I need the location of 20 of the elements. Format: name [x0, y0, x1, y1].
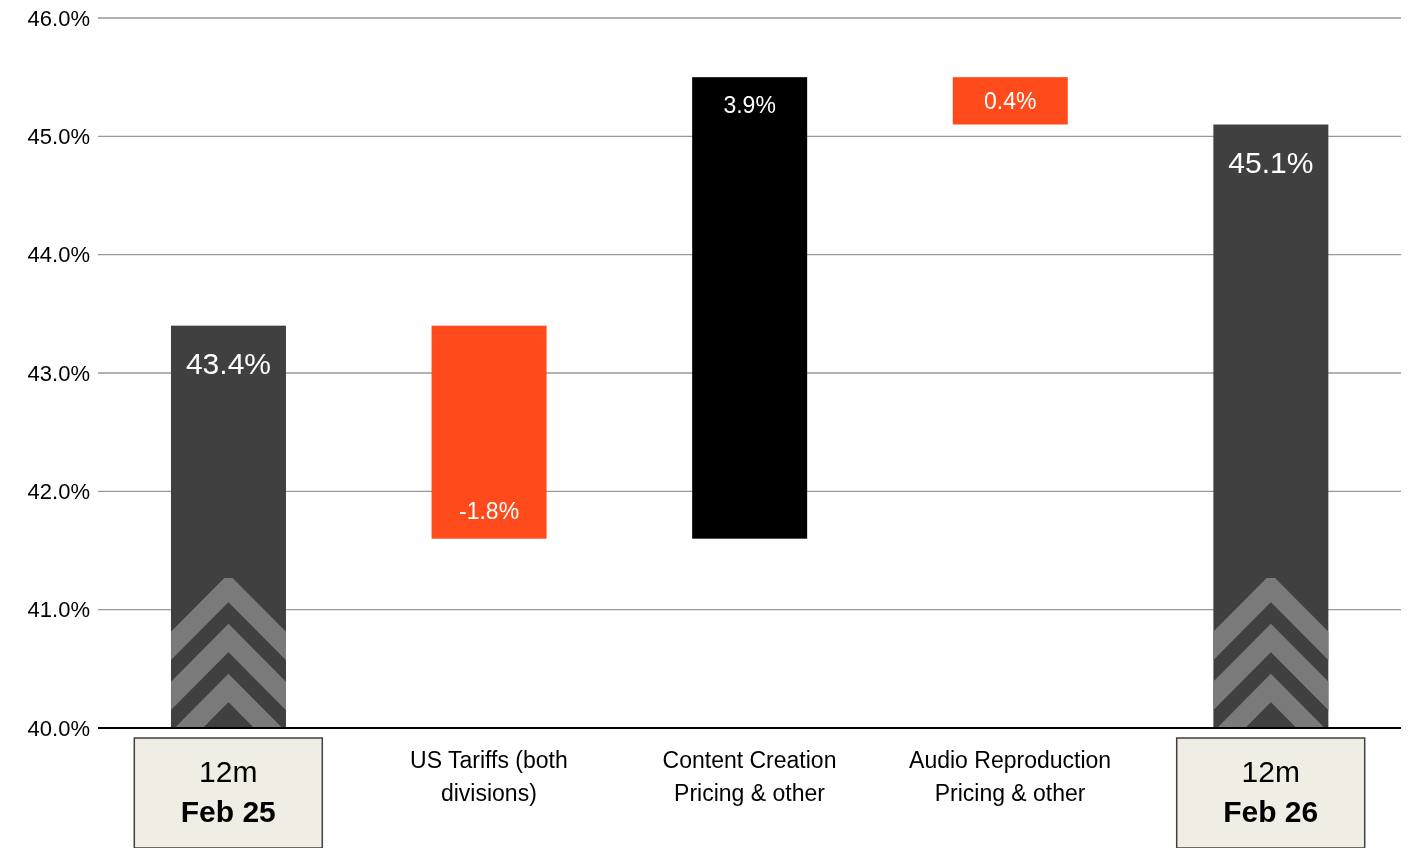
data-label: 0.4%	[984, 87, 1037, 114]
data-label: -1.8%	[459, 497, 520, 524]
y-tick-label: 44.0%	[27, 242, 90, 268]
x-tick-label: Content Creation Pricing & other	[662, 747, 837, 806]
x-tick-label: US Tariffs (both divisions)	[410, 747, 568, 806]
data-label: 43.4%	[185, 346, 272, 380]
y-tick-label: 40.0%	[27, 715, 90, 741]
bar	[431, 325, 547, 539]
y-tick-label: 43.0%	[27, 360, 90, 386]
x-tick-label: 12m Feb 25	[180, 755, 276, 828]
bar	[952, 77, 1068, 125]
bar	[692, 77, 808, 539]
data-label: 3.9%	[723, 92, 776, 119]
x-tick-label: 12m Feb 26	[1223, 755, 1319, 828]
x-tick-label: Audio Reproduction Pricing & other	[909, 747, 1112, 806]
y-tick-label: 42.0%	[27, 479, 90, 505]
data-label: 45.1%	[1228, 145, 1314, 179]
y-tick-label: 45.0%	[27, 124, 90, 150]
y-tick-label: 46.0%	[27, 5, 90, 31]
y-tick-label: 41.0%	[27, 597, 90, 623]
